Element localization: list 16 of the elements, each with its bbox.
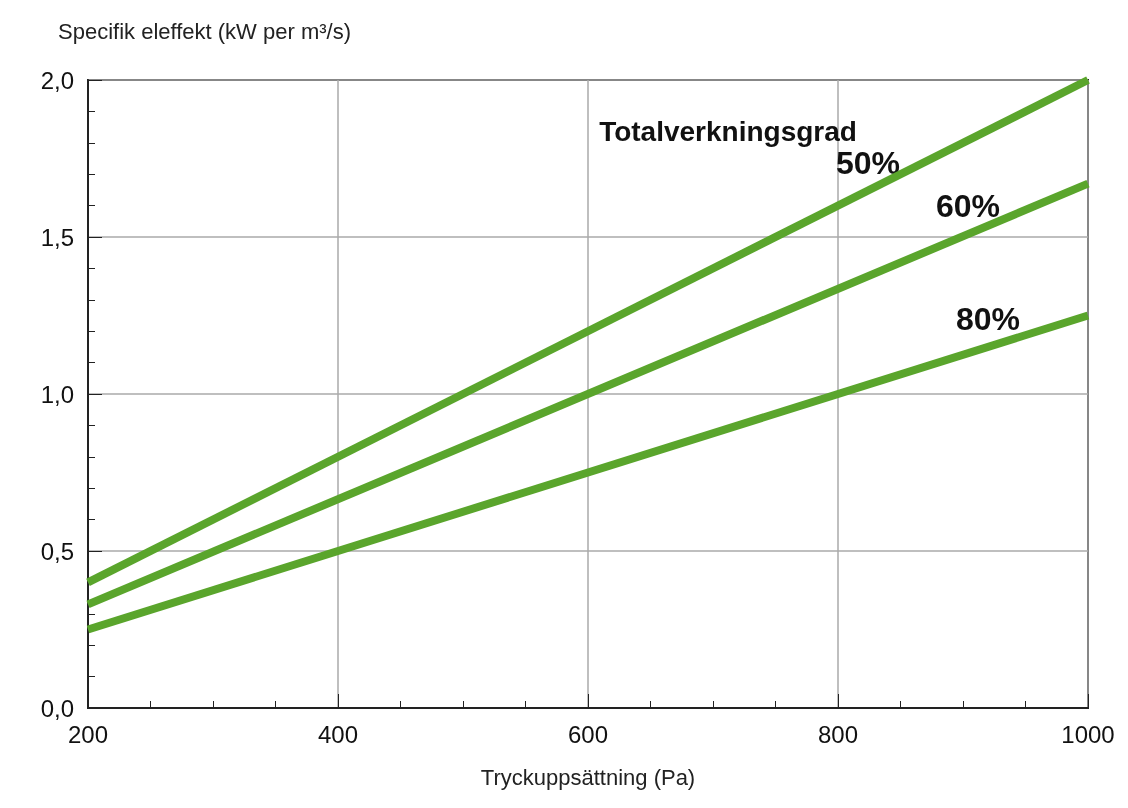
series-label: 80% xyxy=(955,300,1021,337)
y-tick-label: 0,0 xyxy=(40,694,74,722)
series-label: 50% xyxy=(835,144,901,181)
y-tick-label: 1,0 xyxy=(40,380,74,408)
y-tick-label: 0,5 xyxy=(40,537,74,565)
y-tick-label: 2,0 xyxy=(40,66,74,94)
x-tick-label: 1000 xyxy=(1061,720,1115,748)
x-tick-label: 600 xyxy=(567,720,609,748)
x-tick-label: 400 xyxy=(317,720,359,748)
series-label: 60% xyxy=(935,188,1001,225)
x-tick-label: 800 xyxy=(817,720,859,748)
y-axis-title: Specifik eleffekt (kW per m³/s) xyxy=(58,18,351,44)
legend-title: Totalverkningsgrad xyxy=(599,115,857,147)
x-axis-title: Tryckuppsättning (Pa) xyxy=(480,764,696,790)
y-tick-label: 1,5 xyxy=(40,223,74,251)
x-tick-label: 200 xyxy=(67,720,109,748)
